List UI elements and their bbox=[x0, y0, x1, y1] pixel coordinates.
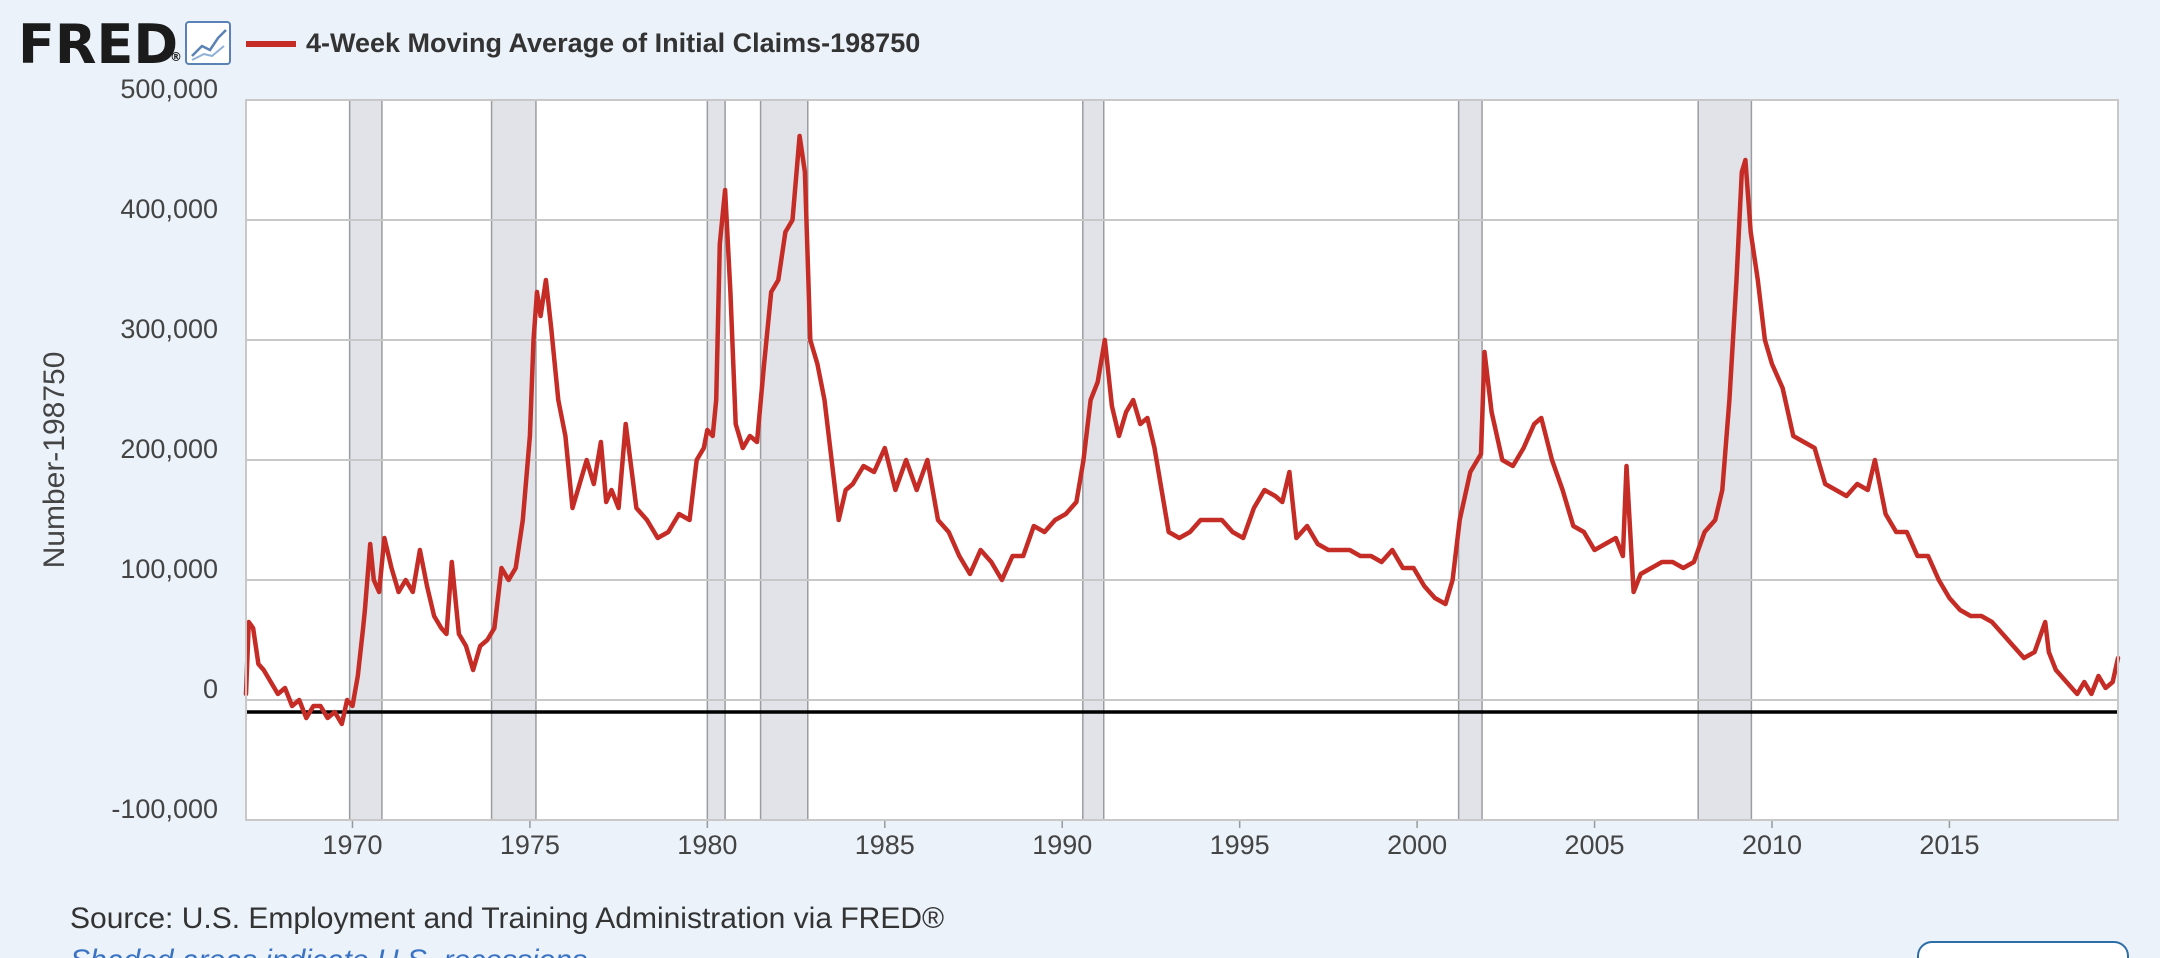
series-layer bbox=[243, 133, 2121, 727]
x-tick-label-8: 2010 bbox=[1742, 830, 1802, 860]
x-tick-label-2: 1980 bbox=[677, 830, 737, 860]
fred-logo-text: FRED bbox=[18, 13, 178, 76]
y-axis-ticks: -100,000 0 100,000 200,000 300,000 400,000 500… bbox=[111, 74, 218, 824]
source-text: Source: U.S. Employment and Training Adm… bbox=[70, 902, 944, 935]
x-tick-label-1: 1975 bbox=[500, 830, 560, 860]
y-tick-label-0: -100,000 bbox=[111, 794, 218, 824]
x-tick-label-4: 1990 bbox=[1032, 830, 1092, 860]
x-tick-label-7: 2005 bbox=[1565, 830, 1625, 860]
x-tick-label-5: 1995 bbox=[1210, 830, 1270, 860]
x-tick-label-3: 1985 bbox=[855, 830, 915, 860]
x-tick-label-6: 2000 bbox=[1387, 830, 1447, 860]
y-tick-label-1: 0 bbox=[203, 674, 218, 704]
y-tick-label-6: 500,000 bbox=[120, 74, 218, 104]
y-tick-label-5: 400,000 bbox=[120, 194, 218, 224]
line-chart-icon[interactable] bbox=[185, 21, 231, 65]
plot-border bbox=[245, 99, 2119, 821]
y-tick-label-3: 200,000 bbox=[120, 434, 218, 464]
x-axis-ticks: 1970 1975 1980 1985 1990 1995 2000 2005 2010 2015 bbox=[322, 820, 1979, 860]
recession-note-link[interactable]: Shaded areas indicate U.S. recessions bbox=[70, 944, 587, 958]
x-tick-label-9: 2015 bbox=[1919, 830, 1979, 860]
legend: 4-Week Moving Average of Initial Claims-… bbox=[246, 28, 920, 58]
x-tick-label-0: 1970 bbox=[322, 830, 382, 860]
y-tick-label-2: 100,000 bbox=[120, 554, 218, 584]
y-tick-label-4: 300,000 bbox=[120, 314, 218, 344]
legend-label: 4-Week Moving Average of Initial Claims-… bbox=[306, 28, 920, 58]
fred-logo[interactable]: FRED ® bbox=[18, 13, 182, 76]
y-axis-label: Number-198750 bbox=[38, 352, 71, 569]
fred-logo-registered-mark: ® bbox=[170, 50, 182, 64]
series-line-0 bbox=[243, 133, 2121, 727]
edit-graph-button[interactable] bbox=[1917, 941, 2129, 958]
